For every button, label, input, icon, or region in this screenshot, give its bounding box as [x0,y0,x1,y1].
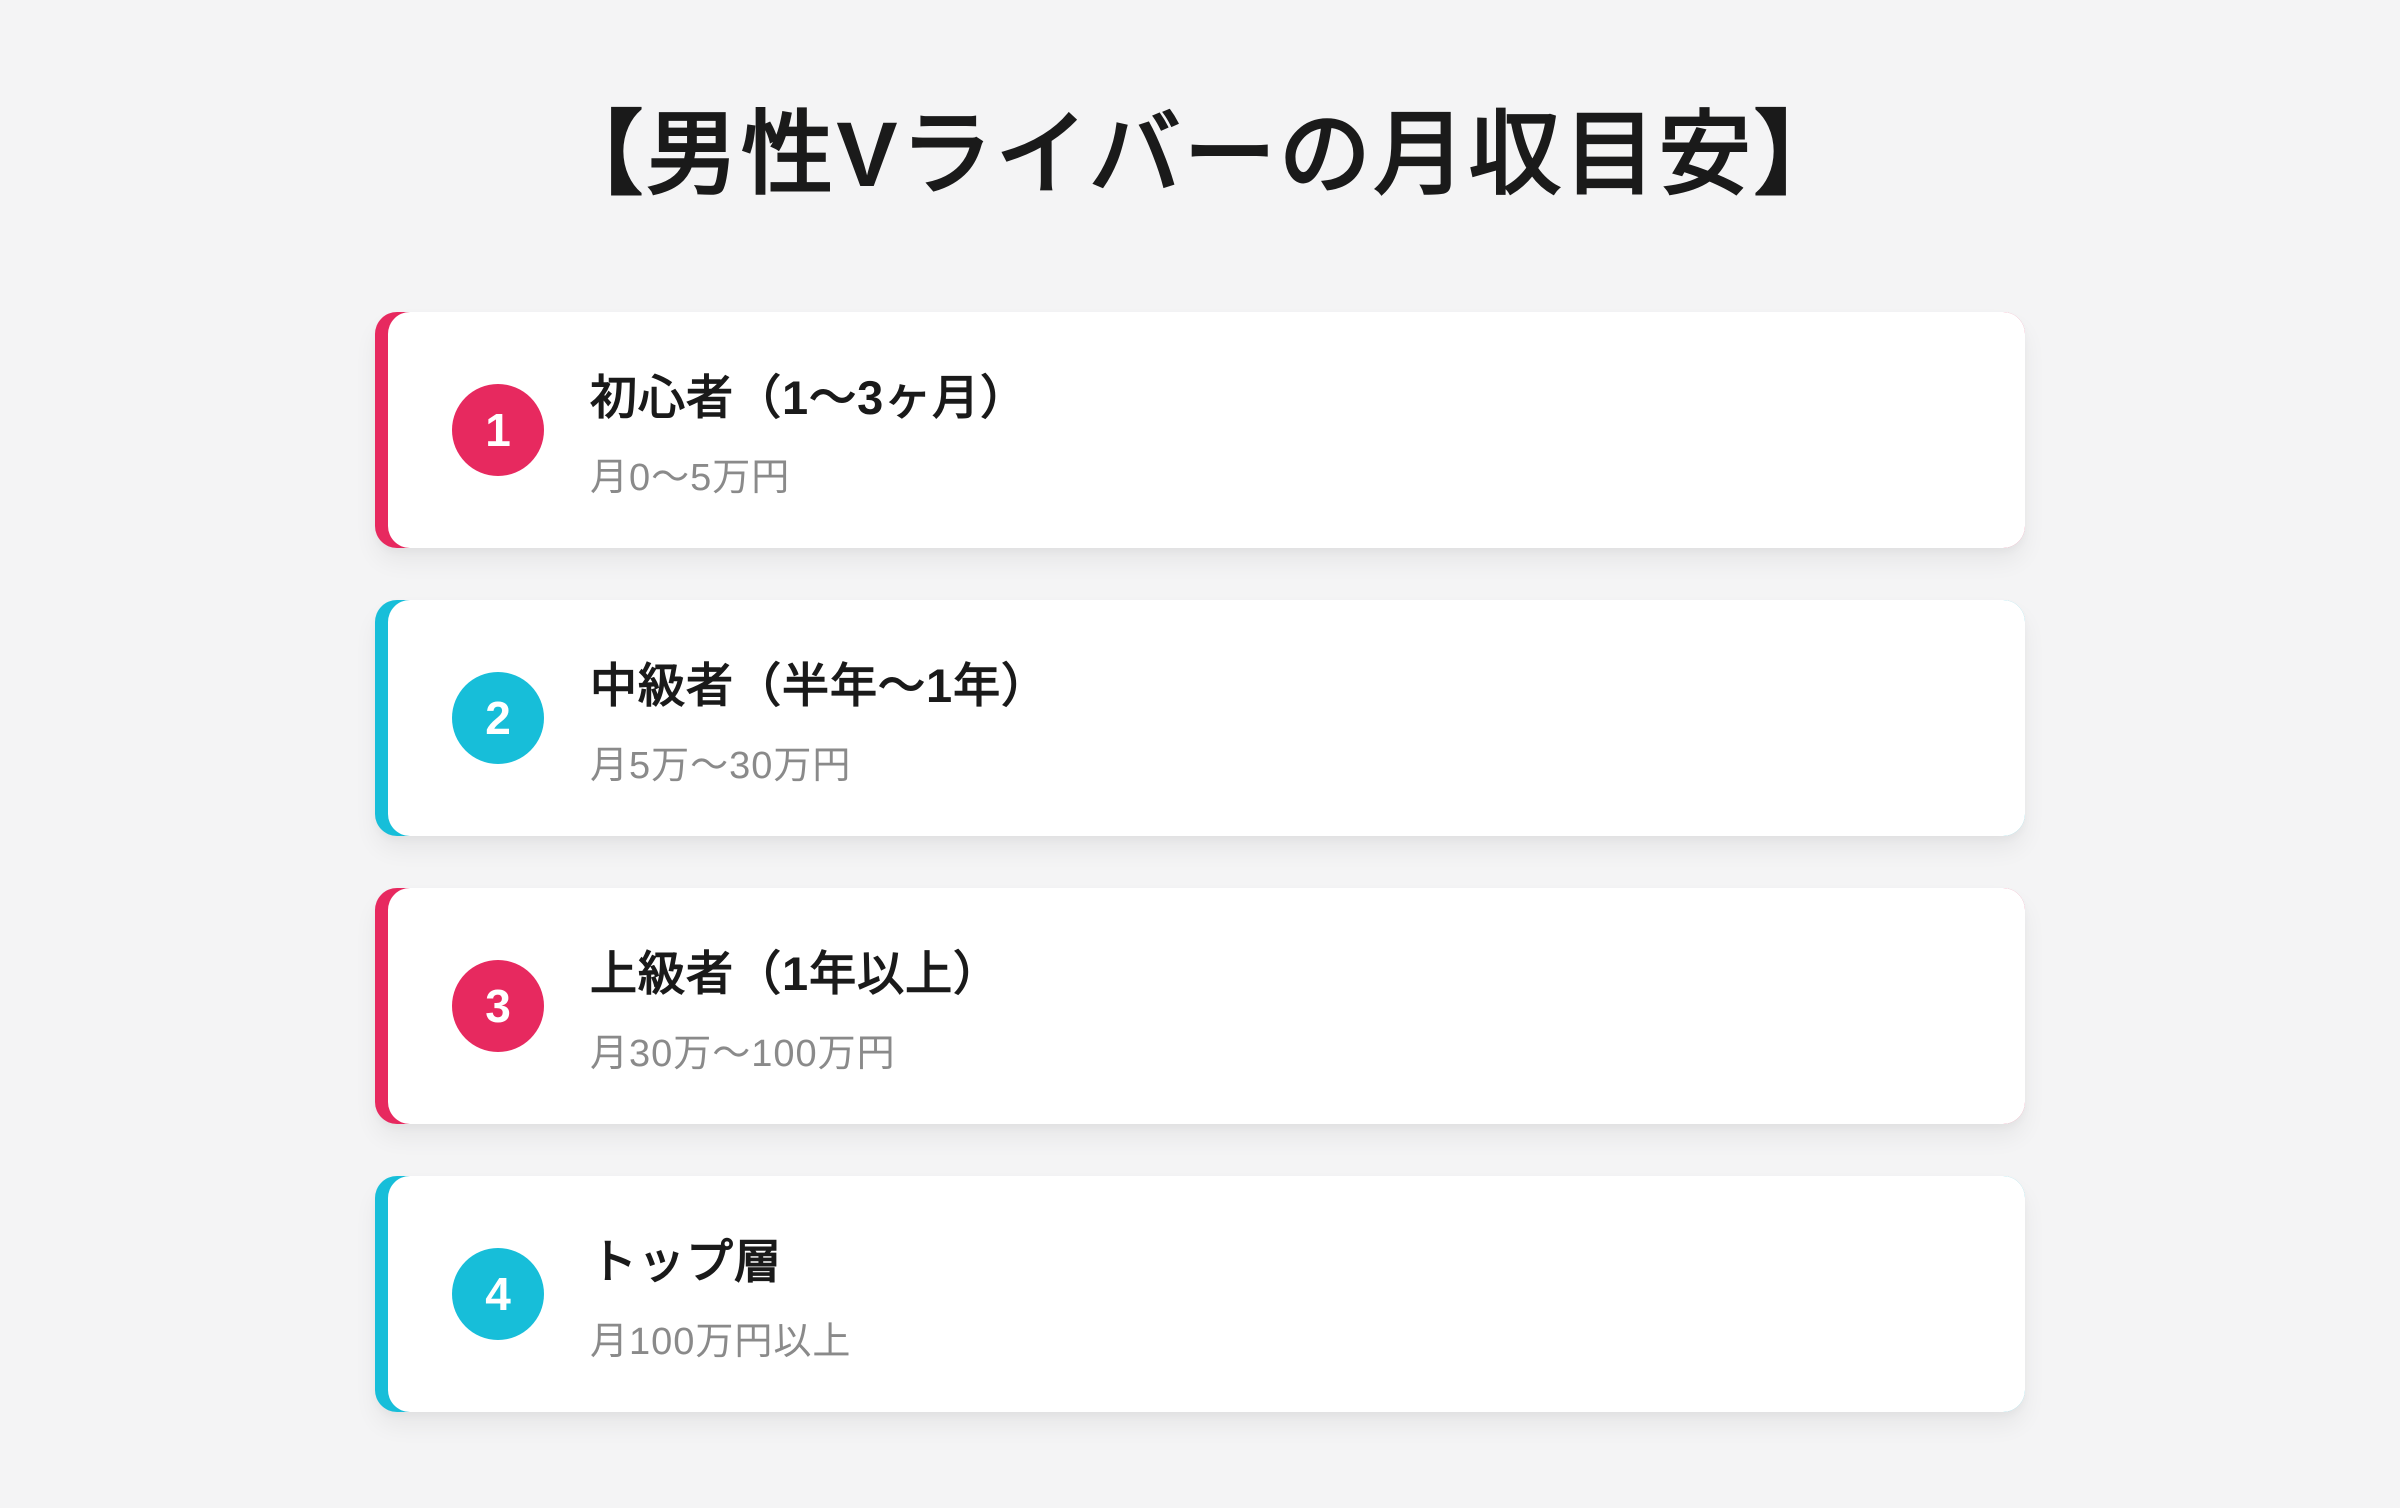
tier-income: 月5万〜30万円 [590,744,852,787]
tier-label: 上級者（1年以上） [590,946,1002,1000]
infographic-page: 【男性Vライバーの月収目安】 1 初心者（1〜3ヶ月） 月0〜5万円 2 中級者… [0,96,2400,1412]
tier-number-badge: 3 [452,959,544,1052]
tier-label: 中級者（半年〜1年） [590,658,1050,712]
tier-text-block: 上級者（1年以上） 月30万〜100万円 [590,935,1001,1077]
tier-card-top: 4 トップ層 月100万円以上 [375,1175,2025,1412]
income-tier-list: 1 初心者（1〜3ヶ月） 月0〜5万円 2 中級者（半年〜1年） 月5万〜30万… [375,311,2025,1412]
tier-number-badge: 2 [452,671,544,764]
tier-label: トップ層 [590,1234,782,1288]
tier-card-intermediate: 2 中級者（半年〜1年） 月5万〜30万円 [375,599,2025,836]
card-surface: 4 トップ層 月100万円以上 [388,1175,2025,1412]
tier-card-advanced: 3 上級者（1年以上） 月30万〜100万円 [375,887,2025,1124]
tier-text-block: トップ層 月100万円以上 [590,1223,851,1365]
tier-income: 月30万〜100万円 [590,1032,896,1075]
tier-number-badge: 1 [452,383,544,476]
tier-text-block: 中級者（半年〜1年） 月5万〜30万円 [590,647,1049,789]
tier-label: 初心者（1〜3ヶ月） [590,370,1029,424]
card-surface: 3 上級者（1年以上） 月30万〜100万円 [388,887,2025,1124]
page-title: 【男性Vライバーの月収目安】 [551,104,1849,206]
tier-number-badge: 4 [452,1247,544,1340]
card-surface: 1 初心者（1〜3ヶ月） 月0〜5万円 [388,311,2025,548]
tier-income: 月0〜5万円 [590,456,791,499]
card-surface: 2 中級者（半年〜1年） 月5万〜30万円 [388,599,2025,836]
tier-text-block: 初心者（1〜3ヶ月） 月0〜5万円 [590,359,1028,501]
tier-card-beginner: 1 初心者（1〜3ヶ月） 月0〜5万円 [375,311,2025,548]
tier-income: 月100万円以上 [590,1320,852,1363]
